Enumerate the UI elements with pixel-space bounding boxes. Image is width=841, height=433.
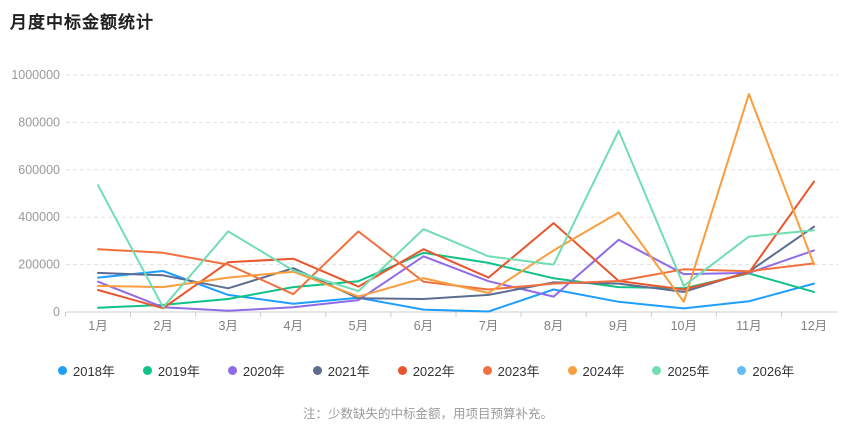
legend-label: 2020年 — [242, 364, 285, 379]
series-line-2022年[interactable] — [97, 180, 815, 310]
series-line-2021年[interactable] — [97, 225, 815, 300]
legend-dot-icon — [227, 366, 237, 375]
legend-label: 2024年 — [582, 364, 625, 379]
y-axis-tick-label: 600000 — [18, 163, 60, 177]
chart-legend: 2018年 2019年 2020年 2021年 2022年 2023年 2024年 2025年… — [58, 361, 794, 380]
x-axis-month-label: 9月 — [609, 319, 628, 333]
legend-item-2021年[interactable]: 2021年 — [312, 361, 370, 380]
legend-label: 2026年 — [752, 364, 795, 379]
legend-item-2024年[interactable]: 2024年 — [567, 361, 625, 380]
x-axis-month-label: 5月 — [349, 319, 368, 333]
legend-dot-icon — [737, 366, 747, 375]
x-axis-month-label: 12月 — [801, 319, 827, 333]
series-line-2020年[interactable] — [97, 238, 815, 312]
legend-item-2025年[interactable]: 2025年 — [652, 361, 709, 380]
legend-dot-icon — [482, 366, 492, 375]
legend-dot-icon — [567, 366, 577, 375]
series-line-2025年[interactable] — [97, 129, 815, 309]
y-axis-tick-label: 1000000 — [11, 68, 60, 82]
legend-label: 2018年 — [73, 364, 115, 379]
legend-item-2018年[interactable]: 2018年 — [58, 361, 115, 380]
legend-item-2022年[interactable]: 2022年 — [397, 361, 455, 380]
x-axis-month-label: 7月 — [479, 319, 498, 333]
legend-label: 2025年 — [667, 364, 710, 379]
legend-label: 2023年 — [497, 364, 540, 379]
x-axis-month-label: 1月 — [88, 319, 107, 333]
x-axis-month-label: 8月 — [544, 319, 563, 333]
legend-item-2020年[interactable]: 2020年 — [227, 361, 285, 380]
legend-dot-icon — [397, 366, 407, 375]
legend-item-2023年[interactable]: 2023年 — [482, 361, 540, 380]
legend-item-2019年[interactable]: 2019年 — [142, 361, 200, 380]
legend-label: 2019年 — [157, 364, 200, 379]
legend-label: 2021年 — [327, 364, 370, 379]
x-axis-month-label: 4月 — [284, 319, 303, 333]
page-title: 月度中标金额统计 — [10, 13, 154, 32]
legend-label: 2022年 — [412, 364, 455, 379]
y-axis-tick-label: 200000 — [18, 258, 60, 272]
series-line-2024年[interactable] — [97, 93, 815, 303]
legend-item-2026年[interactable]: 2026年 — [737, 361, 794, 380]
x-axis-month-label: 10月 — [671, 319, 697, 333]
y-axis-tick-label: 800000 — [18, 115, 60, 129]
x-axis-month-label: 2月 — [153, 319, 172, 333]
chart-note: 注：少数缺失的中标金额，用项目预算补充。 — [303, 407, 554, 421]
x-axis-month-label: 6月 — [414, 319, 433, 333]
legend-dot-icon — [58, 366, 67, 375]
legend-dot-icon — [652, 366, 662, 375]
legend-dot-icon — [312, 366, 322, 375]
x-axis-month-label: 11月 — [736, 319, 761, 333]
y-axis-tick-label: 400000 — [18, 210, 60, 224]
legend-dot-icon — [142, 366, 152, 375]
x-axis-month-label: 3月 — [218, 319, 237, 333]
series-line-2018年[interactable] — [97, 270, 815, 313]
y-axis-tick-label: 0 — [53, 305, 60, 319]
